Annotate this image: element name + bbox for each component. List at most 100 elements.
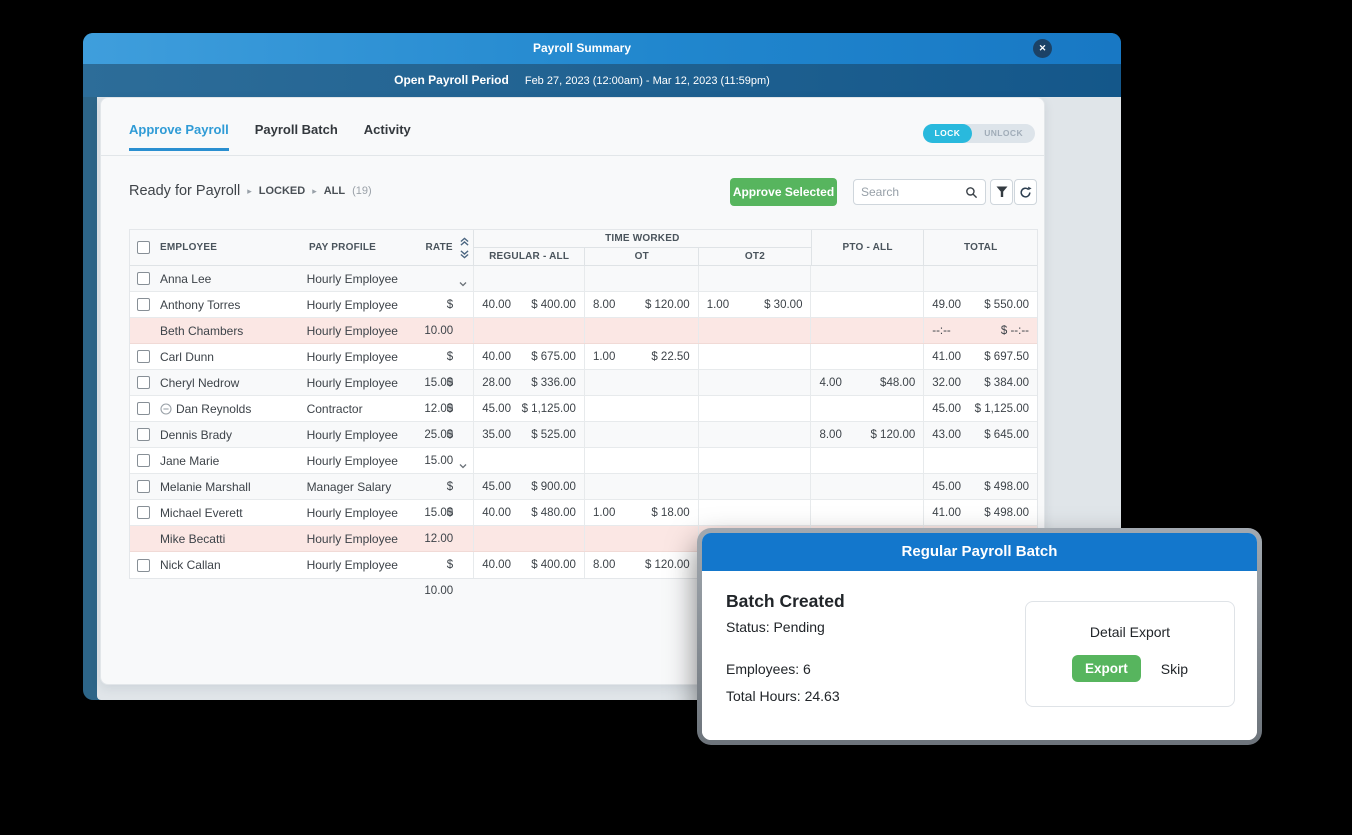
checkbox-cell bbox=[130, 396, 160, 421]
header-employee[interactable]: EMPLOYEE bbox=[160, 242, 218, 253]
checkbox-cell bbox=[130, 266, 160, 291]
header-regular-all[interactable]: REGULAR - ALL bbox=[489, 251, 570, 262]
pto-cell bbox=[810, 292, 923, 317]
pto-cell bbox=[810, 318, 923, 343]
breadcrumb-all[interactable]: ALL bbox=[323, 185, 346, 197]
table-row[interactable]: Beth Chambers Hourly Employee --:-- $ --:-- bbox=[130, 318, 1037, 344]
detail-export-card: Detail Export Export Skip bbox=[1025, 601, 1235, 707]
breadcrumb-root[interactable]: Ready for Payroll bbox=[129, 183, 241, 199]
select-all-checkbox[interactable] bbox=[137, 241, 150, 254]
payroll-table: EMPLOYEE PAY PROFILE RATE TIME WORKED RE… bbox=[129, 229, 1038, 597]
breadcrumb-arrow-icon: ▸ bbox=[312, 185, 317, 196]
ot2-cell bbox=[697, 422, 811, 447]
skip-link[interactable]: Skip bbox=[1160, 660, 1188, 677]
export-button[interactable]: Export bbox=[1072, 655, 1141, 682]
table-row[interactable]: Carl Dunn Hourly Employee $ 15.00 40.00 $ 67… bbox=[130, 344, 1037, 389]
chevron-down-icon[interactable] bbox=[458, 273, 468, 299]
tab-payroll-batch[interactable]: Payroll Batch bbox=[254, 122, 338, 137]
table-row[interactable]: Jane Marie Hourly Employee bbox=[130, 448, 1037, 474]
close-icon[interactable]: ✕ bbox=[1033, 39, 1052, 58]
header-total[interactable]: TOTAL bbox=[923, 230, 1037, 265]
employee-name-cell: Nick Callan bbox=[159, 558, 221, 572]
rate-cell bbox=[416, 448, 473, 473]
lock-button[interactable]: LOCK bbox=[922, 124, 973, 143]
employee-name-cell: Carl Dunn bbox=[159, 349, 214, 364]
table-row[interactable]: Melanie Marshall Manager Salary $ 15.00 45.… bbox=[130, 474, 1037, 519]
ot2-cell bbox=[697, 318, 811, 343]
batch-employees: Employees: 6 bbox=[726, 661, 811, 677]
header-ot2[interactable]: OT2 bbox=[698, 248, 811, 265]
pay-profile-cell: Hourly Employee bbox=[306, 350, 398, 364]
batch-total-hours: Total Hours: 24.63 bbox=[726, 688, 840, 704]
rate-cell bbox=[416, 318, 473, 343]
filter-button[interactable] bbox=[990, 179, 1013, 205]
batch-created-heading: Batch Created bbox=[726, 591, 845, 611]
table-row[interactable]: Anthony Torres Hourly Employee $ 10.00 40.0… bbox=[130, 292, 1037, 337]
pay-profile-cell: Contractor bbox=[306, 402, 363, 416]
employee-name-cell: Anna Lee bbox=[159, 271, 212, 286]
total-cell: 41.00 $ 697.50 bbox=[923, 344, 1037, 369]
table-row[interactable]: Michael Everett Hourly Employee $ 12.00 40.… bbox=[130, 500, 1037, 545]
checkbox-cell bbox=[130, 370, 160, 395]
rate-cell: $ 12.00 bbox=[424, 377, 454, 415]
search-box bbox=[853, 179, 986, 205]
search-icon bbox=[965, 186, 978, 199]
total-cell: 49.00 $ 550.00 bbox=[923, 292, 1037, 317]
table-row[interactable]: Dennis Brady Hourly Employee $ 15.00 35.00 $… bbox=[130, 422, 1037, 467]
detail-export-title: Detail Export bbox=[1089, 624, 1171, 640]
checkbox-cell bbox=[130, 422, 160, 447]
row-checkbox[interactable] bbox=[137, 428, 150, 441]
row-checkbox[interactable] bbox=[137, 558, 150, 572]
sort-icons[interactable] bbox=[459, 236, 470, 259]
header-rate[interactable]: RATE bbox=[425, 242, 453, 253]
ot-cell bbox=[583, 448, 698, 473]
regular-cell: 35.00 $ 525.00 bbox=[473, 422, 584, 447]
header-ot[interactable]: OT bbox=[584, 248, 698, 265]
row-checkbox[interactable] bbox=[137, 298, 150, 311]
regular-cell bbox=[473, 448, 584, 473]
pto-cell bbox=[810, 396, 923, 421]
ot-cell: 1.00 $ 22.50 bbox=[583, 344, 698, 369]
breadcrumb: Ready for Payroll ▸ LOCKED ▸ ALL (19) bbox=[129, 183, 372, 199]
row-checkbox[interactable] bbox=[137, 376, 150, 389]
regular-cell: 45.00 $ 1,125.00 bbox=[473, 396, 584, 421]
row-checkbox[interactable] bbox=[137, 272, 150, 285]
chevron-down-icon[interactable] bbox=[458, 455, 468, 481]
regular-payroll-batch-modal: Regular Payroll Batch Batch Created Stat… bbox=[697, 528, 1262, 745]
ot2-cell: 1.00 $ 30.00 bbox=[697, 292, 811, 317]
table-row[interactable]: Cheryl Nedrow Hourly Employee $ 12.00 28.00… bbox=[130, 370, 1037, 415]
tab-divider bbox=[101, 155, 1044, 156]
table-body: Anna Lee Hourly Employee Anthony Torres Hou… bbox=[130, 266, 1037, 597]
pay-profile-cell: Hourly Employee bbox=[306, 428, 398, 442]
header-pto-all[interactable]: PTO - ALL bbox=[810, 230, 924, 265]
table-row[interactable]: Anna Lee Hourly Employee bbox=[130, 266, 1037, 292]
row-checkbox[interactable] bbox=[137, 350, 150, 363]
refresh-button[interactable] bbox=[1014, 179, 1037, 205]
chevrons-down-icon bbox=[460, 249, 469, 259]
total-cell: --:-- $ --:-- bbox=[923, 318, 1037, 343]
pto-cell: 4.00 $48.00 bbox=[810, 370, 923, 395]
ot2-cell bbox=[697, 266, 811, 291]
header-pay-profile[interactable]: PAY PROFILE bbox=[309, 242, 377, 253]
table-row[interactable]: Dan Reynolds Contractor $ 25.00 45.00 $ 1,12… bbox=[130, 396, 1037, 441]
row-checkbox[interactable] bbox=[137, 402, 150, 415]
pay-profile-cell: Hourly Employee bbox=[306, 376, 398, 390]
search-input[interactable] bbox=[861, 185, 965, 199]
row-checkbox[interactable] bbox=[137, 454, 150, 467]
pay-profile-cell: Hourly Employee bbox=[306, 558, 398, 572]
employee-name-cell: Dennis Brady bbox=[159, 427, 232, 442]
breadcrumb-locked[interactable]: LOCKED bbox=[258, 185, 306, 197]
row-checkbox[interactable] bbox=[137, 506, 150, 519]
ot-cell bbox=[583, 370, 698, 395]
approve-selected-button[interactable]: Approve Selected bbox=[730, 178, 837, 206]
ot-cell: 8.00 $ 120.00 bbox=[583, 552, 698, 578]
row-checkbox[interactable] bbox=[137, 480, 150, 493]
unlock-button[interactable]: UNLOCK bbox=[984, 128, 1023, 138]
rate-cell bbox=[416, 526, 473, 551]
period-label: Open Payroll Period bbox=[394, 73, 509, 87]
header-time-worked-group: TIME WORKED REGULAR - ALL OT OT2 bbox=[472, 230, 811, 265]
tab-approve-payroll[interactable]: Approve Payroll bbox=[129, 122, 229, 151]
filter-funnel-icon bbox=[996, 186, 1008, 198]
ot2-cell bbox=[697, 370, 811, 395]
tab-activity[interactable]: Activity bbox=[363, 122, 411, 137]
